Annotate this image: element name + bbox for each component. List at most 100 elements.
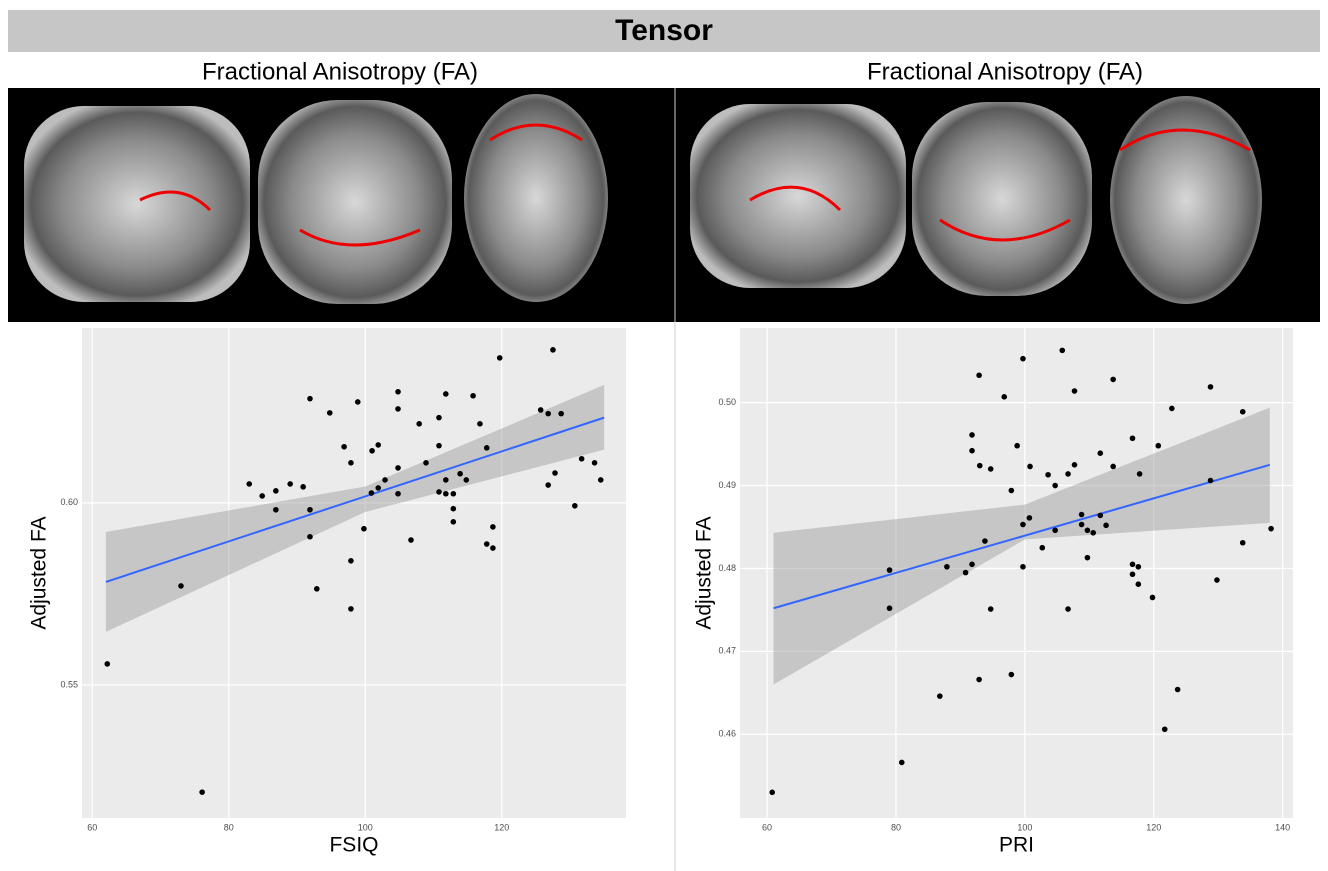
point <box>572 503 578 509</box>
point <box>395 465 401 471</box>
point <box>1240 540 1246 546</box>
point <box>1155 443 1161 449</box>
point <box>887 567 893 573</box>
point <box>1130 571 1136 577</box>
point <box>1208 478 1214 484</box>
point <box>1175 687 1181 693</box>
point <box>969 561 975 567</box>
point <box>976 372 982 378</box>
x-tick-label: 140 <box>1275 822 1290 832</box>
point <box>259 493 265 499</box>
point <box>899 760 905 766</box>
point <box>199 789 205 795</box>
header-title: Tensor <box>615 14 713 47</box>
point <box>1059 348 1065 354</box>
point <box>1072 388 1078 394</box>
point <box>1137 471 1143 477</box>
x-tick-label: 120 <box>1146 822 1161 832</box>
point <box>1027 515 1033 521</box>
point <box>375 485 381 491</box>
point <box>273 507 279 513</box>
x-tick-label: 120 <box>494 822 509 832</box>
point <box>470 393 476 399</box>
point <box>1079 512 1085 518</box>
point <box>451 519 457 525</box>
x-tick-label: 60 <box>762 822 772 832</box>
point <box>348 558 354 564</box>
x-axis-title: PRI <box>999 834 1034 857</box>
point <box>592 460 598 466</box>
point <box>451 506 457 512</box>
point <box>579 456 585 462</box>
point <box>307 534 313 540</box>
point <box>361 526 367 532</box>
point <box>988 606 994 612</box>
point <box>1085 528 1091 534</box>
x-axis-title: FSIQ <box>329 834 378 857</box>
point <box>1045 472 1051 478</box>
point <box>1162 726 1168 732</box>
point <box>300 484 306 490</box>
point <box>977 463 983 469</box>
point <box>314 586 320 592</box>
point <box>341 444 347 450</box>
point <box>307 396 313 402</box>
point <box>1039 545 1045 551</box>
point <box>1052 483 1058 489</box>
point <box>104 661 110 667</box>
point <box>545 482 551 488</box>
point <box>1079 522 1085 528</box>
point <box>463 477 469 483</box>
point <box>451 491 457 497</box>
x-tick-label: 100 <box>1017 822 1032 832</box>
point <box>1103 523 1109 529</box>
point <box>416 421 422 427</box>
y-tick-label: 0.46 <box>718 729 736 739</box>
point <box>1097 450 1103 456</box>
point <box>443 391 449 397</box>
point <box>1065 471 1071 477</box>
point <box>178 583 184 589</box>
point <box>246 481 252 487</box>
point <box>1150 595 1156 601</box>
point <box>963 570 969 576</box>
point <box>408 537 414 543</box>
point <box>395 389 401 395</box>
point <box>1214 577 1220 583</box>
point <box>1020 564 1026 570</box>
point <box>477 421 483 427</box>
point <box>969 448 975 454</box>
point <box>1085 555 1091 561</box>
point <box>355 399 361 405</box>
point <box>552 470 558 476</box>
point <box>1130 435 1136 441</box>
point <box>436 489 442 495</box>
point <box>1052 528 1058 534</box>
point <box>545 411 551 417</box>
panel-title: Fractional Anisotropy (FA) <box>867 58 1143 85</box>
point <box>395 491 401 497</box>
point <box>1072 462 1078 468</box>
point <box>273 488 279 494</box>
y-axis-title: Adjusted FA <box>693 516 716 629</box>
point <box>598 477 604 483</box>
point <box>550 347 556 353</box>
point <box>436 415 442 421</box>
point <box>1090 530 1096 536</box>
point <box>1110 377 1116 383</box>
page: {"header": {"title": "Tensor"}, "chart_d… <box>0 0 1328 871</box>
point <box>1014 443 1020 449</box>
point <box>382 477 388 483</box>
point <box>1020 356 1026 362</box>
point <box>484 445 490 451</box>
point <box>1136 581 1142 587</box>
panel-title: Fractional Anisotropy (FA) <box>202 58 478 85</box>
point <box>348 606 354 612</box>
point <box>395 406 401 412</box>
y-tick-label: 0.47 <box>718 646 736 656</box>
point <box>937 693 943 699</box>
point <box>307 507 313 513</box>
point <box>1130 561 1136 567</box>
point <box>436 443 442 449</box>
point <box>1001 394 1007 400</box>
